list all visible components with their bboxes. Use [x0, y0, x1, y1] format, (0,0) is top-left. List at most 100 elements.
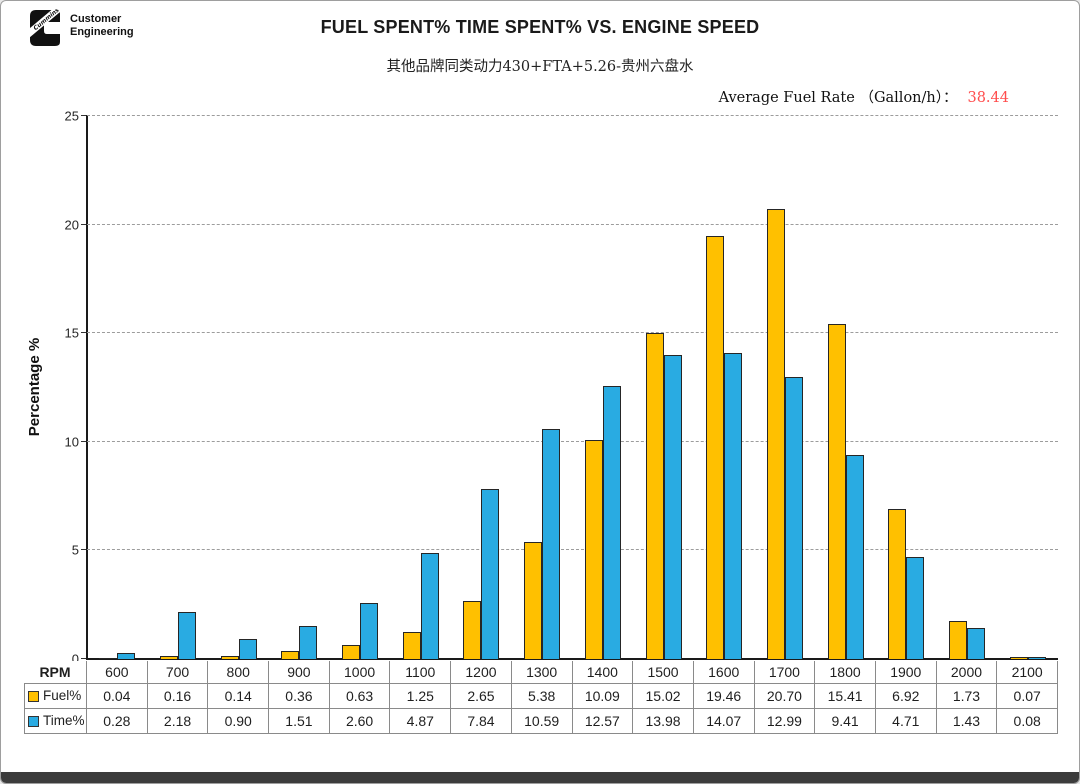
x-axis-line — [86, 658, 1058, 660]
fuel-value-1800: 15.41 — [815, 684, 876, 709]
y-tick-mark-5 — [81, 549, 88, 551]
time-bar-700 — [178, 611, 197, 659]
window-bottom-edge — [1, 772, 1079, 783]
y-tick-mark-10 — [81, 440, 88, 442]
time-value-1400: 12.57 — [572, 709, 634, 734]
time-bar-1600 — [724, 353, 743, 659]
fuel-value-900: 0.36 — [269, 684, 330, 709]
fuel-bar-1700 — [766, 209, 785, 659]
time-value-1100: 4.87 — [390, 709, 452, 734]
time-bar-1000 — [360, 602, 379, 659]
y-tick-mark-25 — [81, 115, 88, 116]
legend-fuel-swatch — [28, 690, 39, 702]
fuel-bar-1200 — [463, 601, 482, 659]
logo-text: Customer Engineering — [70, 13, 134, 39]
time-bar-1400 — [602, 385, 621, 659]
gridline-15 — [87, 332, 1058, 334]
rpm-header-600: 600 — [87, 661, 148, 684]
fuel-bar-2100 — [1009, 657, 1028, 659]
bar-group-1500 — [633, 116, 694, 659]
data-table: RPM 600 700 800 900 1000 1100 1200 1300 1400 1500 1… — [24, 661, 1058, 734]
fuel-bar-1000 — [342, 645, 361, 659]
y-tick-label-15: 15 — [64, 325, 79, 341]
fuel-bar-1600 — [706, 236, 725, 659]
y-tick-mark-15 — [81, 332, 88, 334]
time-bar-1100 — [420, 553, 439, 659]
fuel-value-700: 0.16 — [147, 684, 209, 709]
time-value-900: 1.51 — [269, 709, 330, 734]
cummins-logo: Cummins Customer Engineering — [29, 9, 134, 47]
time-bar-1500 — [663, 355, 682, 659]
bar-group-1900 — [876, 116, 937, 659]
rpm-header-2100: 2100 — [997, 661, 1058, 684]
rpm-header-1800: 1800 — [815, 661, 876, 684]
logo-text-line2: Engineering — [70, 26, 134, 39]
bar-group-1000 — [330, 116, 391, 659]
average-fuel-rate: Average Fuel Rate （Gallon/h）： 38.44 — [719, 86, 1009, 107]
y-tick-mark-20 — [81, 223, 88, 225]
y-tick-label-25: 25 — [64, 108, 79, 124]
fuel-value-1100: 1.25 — [390, 684, 452, 709]
time-value-1300: 10.59 — [511, 709, 573, 734]
time-value-1800: 9.41 — [815, 709, 876, 734]
time-bar-1200 — [481, 488, 500, 659]
rpm-header-1300: 1300 — [511, 661, 573, 684]
time-bar-2000 — [966, 627, 985, 659]
legend-row-label-Fuel: Fuel% — [24, 684, 87, 709]
rpm-header-1600: 1600 — [693, 661, 755, 684]
chart-title: FUEL SPENT% TIME SPENT% VS. ENGINE SPEED — [320, 17, 760, 37]
bar-group-1300 — [512, 116, 573, 659]
gridline-20 — [87, 223, 1058, 225]
fuel-bar-2000 — [948, 621, 967, 659]
fuel-bar-900 — [281, 651, 300, 659]
fuel-value-600: 0.04 — [87, 684, 148, 709]
time-value-1200: 7.84 — [451, 709, 512, 734]
rpm-header-1400: 1400 — [572, 661, 634, 684]
legend-fuel-text: Fuel% — [43, 688, 82, 704]
rpm-header-1000: 1000 — [329, 661, 391, 684]
rpm-header-1900: 1900 — [875, 661, 937, 684]
logo-text-line1: Customer — [70, 13, 122, 25]
legend-time-swatch — [28, 715, 39, 727]
bar-group-1600 — [694, 116, 755, 659]
bar-group-600 — [87, 116, 148, 659]
rpm-header-1500: 1500 — [633, 661, 694, 684]
y-tick-label-20: 20 — [64, 217, 79, 233]
fuel-value-1500: 15.02 — [633, 684, 694, 709]
gridline-10 — [87, 440, 1058, 442]
rpm-header-1100: 1100 — [390, 661, 452, 684]
time-value-1000: 2.60 — [329, 709, 391, 734]
legend-row-label-Time: Time% — [24, 709, 87, 734]
rpm-header-1200: 1200 — [451, 661, 512, 684]
bar-group-900 — [269, 116, 330, 659]
fuel-bar-1900 — [888, 508, 907, 659]
time-value-2000: 1.43 — [936, 709, 998, 734]
bar-group-700 — [148, 116, 209, 659]
fuel-value-1900: 6.92 — [875, 684, 937, 709]
fuel-value-2000: 1.73 — [936, 684, 998, 709]
rpm-header-800: 800 — [208, 661, 270, 684]
time-value-2100: 0.08 — [997, 709, 1058, 734]
fuel-value-1000: 0.63 — [329, 684, 391, 709]
time-bar-1800 — [845, 454, 864, 659]
average-fuel-rate-label: Average Fuel Rate （Gallon/h）： — [718, 90, 958, 106]
fuel-bar-1300 — [524, 542, 543, 659]
fuel-bar-1100 — [402, 631, 421, 659]
fuel-bar-1500 — [645, 332, 664, 659]
bar-group-1700 — [755, 116, 816, 659]
fuel-value-1700: 20.70 — [754, 684, 816, 709]
time-bar-900 — [299, 626, 318, 659]
time-value-1500: 13.98 — [633, 709, 694, 734]
x-axis-title: RPM — [24, 661, 87, 684]
bar-group-1200 — [451, 116, 512, 659]
fuel-bar-800 — [220, 655, 239, 659]
y-axis-ticks: 0 5 10 15 20 25 — [1, 110, 88, 666]
time-bar-2100 — [1027, 657, 1046, 659]
y-axis-line — [86, 115, 88, 660]
bar-group-800 — [208, 116, 269, 659]
fuel-value-1300: 5.38 — [511, 684, 573, 709]
plot-area — [87, 115, 1058, 659]
bar-group-1800 — [815, 116, 876, 659]
time-bar-1300 — [542, 429, 561, 659]
